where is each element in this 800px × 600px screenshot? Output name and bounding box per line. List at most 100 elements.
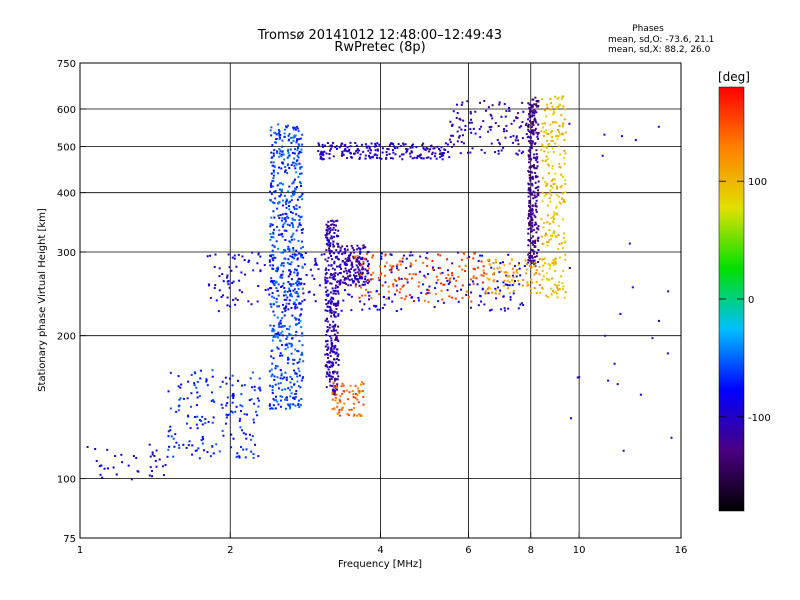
data-point [332, 390, 335, 393]
data-point [178, 398, 181, 401]
data-point [228, 413, 231, 416]
data-point [427, 301, 430, 304]
data-point [542, 264, 545, 267]
data-point [390, 271, 393, 274]
data-point [318, 144, 321, 147]
data-point [329, 229, 332, 232]
data-point [264, 288, 267, 291]
data-point [351, 266, 354, 269]
data-point [329, 355, 332, 358]
data-point [424, 276, 427, 279]
data-point [359, 262, 362, 265]
data-point [331, 273, 334, 276]
data-point [337, 359, 340, 362]
data-point [335, 378, 338, 381]
data-point [275, 133, 278, 136]
data-point [304, 252, 307, 255]
data-point [533, 264, 536, 267]
data-point [440, 154, 443, 157]
data-point [531, 209, 534, 212]
data-point [475, 277, 478, 280]
data-point [326, 142, 329, 145]
data-point [492, 280, 495, 283]
data-point [330, 296, 333, 299]
data-point [547, 263, 550, 266]
data-point [274, 197, 277, 200]
data-point [388, 144, 391, 147]
data-point [341, 245, 344, 248]
data-point [268, 293, 271, 296]
data-point [441, 158, 444, 161]
data-point [339, 279, 342, 282]
data-point [298, 277, 301, 280]
data-point [328, 232, 331, 235]
data-point [479, 101, 482, 104]
data-point [245, 413, 248, 416]
data-point [351, 280, 354, 283]
data-point [529, 223, 532, 226]
data-point [300, 398, 303, 401]
data-point [314, 300, 317, 303]
data-point [290, 136, 293, 139]
data-point [552, 232, 555, 235]
data-point [296, 274, 299, 277]
data-point [458, 265, 461, 268]
data-point [502, 261, 505, 264]
data-point [299, 216, 302, 219]
data-point [234, 410, 237, 413]
data-point [297, 138, 300, 141]
data-point [290, 392, 293, 395]
data-point [195, 449, 198, 452]
data-point [531, 171, 534, 174]
data-point [396, 267, 399, 270]
data-point [326, 225, 329, 228]
data-point [292, 358, 295, 361]
data-point [473, 252, 476, 255]
data-point [454, 285, 457, 288]
data-point [298, 219, 301, 222]
data-point [553, 259, 556, 262]
data-point [529, 141, 532, 144]
data-point [329, 149, 332, 152]
data-point [392, 265, 395, 268]
data-point [330, 302, 333, 305]
data-point [563, 201, 566, 204]
data-point [232, 298, 235, 301]
data-point [492, 267, 495, 270]
data-point [335, 265, 338, 268]
data-point [209, 296, 212, 299]
data-point [477, 259, 480, 262]
data-point [354, 141, 357, 144]
data-point [228, 266, 231, 269]
data-point [337, 353, 340, 356]
data-point [505, 110, 508, 113]
data-point [558, 243, 561, 246]
data-point [277, 305, 280, 308]
data-point [250, 438, 253, 441]
data-point [528, 166, 531, 169]
data-point [551, 164, 554, 167]
data-point [530, 230, 533, 233]
data-point [283, 222, 286, 225]
data-point [343, 149, 346, 152]
data-point [273, 166, 276, 169]
data-point [167, 390, 170, 393]
data-point [339, 283, 342, 286]
data-point [287, 151, 290, 154]
data-point [499, 262, 502, 265]
data-point [334, 146, 337, 149]
data-point [286, 356, 289, 359]
data-point [426, 257, 429, 260]
data-point [297, 281, 300, 284]
data-point [527, 283, 530, 286]
data-point [325, 223, 328, 226]
data-point [280, 251, 283, 254]
data-point [406, 149, 409, 152]
data-point [450, 296, 453, 299]
data-point [337, 375, 340, 378]
data-point [272, 336, 275, 339]
data-point [528, 131, 531, 134]
data-point [348, 293, 351, 296]
data-point [294, 167, 297, 170]
